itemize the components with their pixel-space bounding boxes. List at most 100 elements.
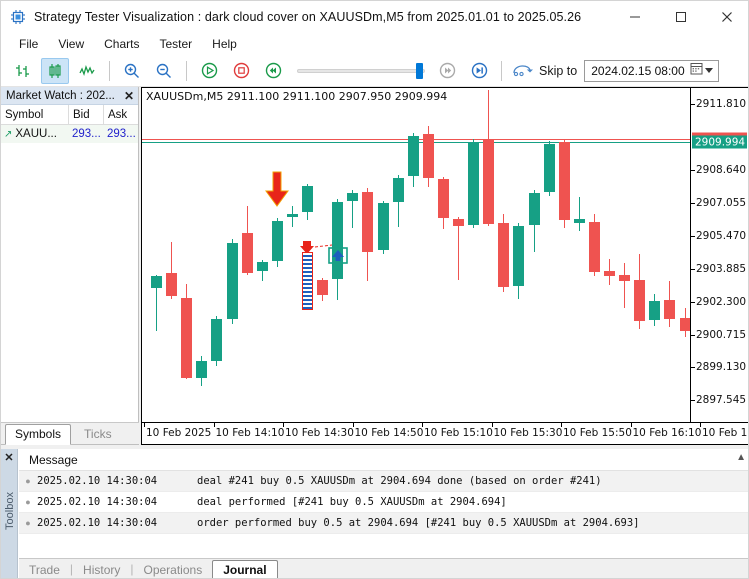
price-axis-label: 2903.885 <box>696 262 747 275</box>
time-axis-label: 10 Feb 16:10 <box>632 427 702 439</box>
time-axis-label: 10 Feb 2025 <box>146 427 212 439</box>
slider-thumb[interactable] <box>416 62 423 79</box>
list-item[interactable]: ● 2025.02.10 14:30:04 deal #241 buy 0.5 XA… <box>19 471 748 492</box>
market-watch-tabs: Symbols Ticks <box>1 422 139 445</box>
tab-separator-1: | <box>69 562 74 576</box>
maximize-button[interactable] <box>658 1 704 33</box>
tab-operations[interactable]: Operations <box>143 563 203 577</box>
play-icon[interactable] <box>195 58 223 84</box>
zoom-in-icon[interactable] <box>118 58 146 84</box>
tab-symbols[interactable]: Symbols <box>5 424 72 445</box>
step-forward-icon[interactable] <box>465 58 493 84</box>
market-watch-close-icon[interactable]: ✕ <box>123 88 135 103</box>
candle-body <box>271 220 283 262</box>
log-message: deal #241 buy 0.5 XAUUSDm at 2904.694 do… <box>197 475 602 487</box>
candle-body <box>392 178 404 203</box>
toolbox-close-icon[interactable]: ✕ <box>4 452 14 464</box>
price-tick <box>691 235 695 237</box>
candle-body <box>483 139 495 224</box>
table-row[interactable]: ↗ XAUU... 293... 293... <box>1 125 138 143</box>
candle-wick <box>458 216 459 280</box>
time-axis[interactable]: 10 Feb 2025 10 Feb 14:10 10 Feb 14:30 10 Fe… <box>142 422 748 444</box>
menu-item-view[interactable]: View <box>58 37 85 51</box>
list-item[interactable]: ● 2025.02.10 14:30:04 deal performed [#241… <box>19 492 748 513</box>
column-header-bid[interactable]: Bid <box>69 105 104 124</box>
candlestick-chart-icon[interactable] <box>41 57 69 84</box>
chart-panel[interactable]: XAUUSDm,M5 2911.100 2911.100 2907.950 29… <box>141 87 748 445</box>
price-axis-label: 2908.640 <box>696 164 747 177</box>
log-message: deal performed [#241 buy 0.5 XAUUSDm at … <box>197 496 507 508</box>
journal-log[interactable]: ● 2025.02.10 14:30:04 deal #241 buy 0.5 XA… <box>19 471 748 558</box>
stop-icon[interactable] <box>227 58 255 84</box>
window-controls <box>612 1 748 33</box>
time-tick <box>700 423 701 427</box>
menu-item-charts[interactable]: Charts <box>104 37 140 51</box>
minimize-button[interactable] <box>612 1 658 33</box>
tab-journal[interactable]: Journal <box>212 560 278 578</box>
market-watch-title: Market Watch : 202... <box>6 89 115 102</box>
buy-close-marker[interactable] <box>328 247 348 270</box>
calendar-icon[interactable] <box>690 62 703 80</box>
window-title: Strategy Tester Visualization : dark clo… <box>34 10 582 24</box>
skip-to-date-value: 2024.02.15 08:00 <box>591 63 685 78</box>
column-header-ask[interactable]: Ask <box>108 108 128 121</box>
price-tick <box>691 334 695 336</box>
price-axis-label: 2911.810 <box>696 98 747 111</box>
tab-trade[interactable]: Trade <box>29 563 60 577</box>
time-tick <box>352 423 354 427</box>
menu-item-help[interactable]: Help <box>212 37 237 51</box>
fast-forward-icon[interactable] <box>433 58 461 84</box>
bar-chart-icon[interactable] <box>9 58 37 84</box>
candle-body <box>588 221 600 272</box>
price-tick <box>691 104 695 106</box>
tab-ticks[interactable]: Ticks <box>84 427 112 441</box>
menu-item-file[interactable]: File <box>19 37 39 51</box>
column-header-symbol[interactable]: Symbol <box>1 105 69 124</box>
log-timestamp: 2025.02.10 14:30:04 <box>37 517 158 529</box>
chip-icon <box>9 8 27 26</box>
zoom-out-icon[interactable] <box>150 58 178 84</box>
log-timestamp: 2025.02.10 14:30:04 <box>37 496 158 508</box>
trend-up-icon: ↗ <box>4 128 13 140</box>
rewind-icon[interactable] <box>259 58 287 84</box>
candle-body <box>362 191 374 252</box>
price-axis-label: 2902.300 <box>696 295 747 308</box>
list-item[interactable]: ● 2025.02.10 14:30:04 order performed buy … <box>19 513 748 534</box>
close-button[interactable] <box>704 1 748 33</box>
candle-body <box>453 218 464 226</box>
chevron-down-icon[interactable] <box>704 68 713 73</box>
speed-slider[interactable] <box>297 62 425 80</box>
time-axis-label: 10 Feb 14:10 <box>215 427 285 439</box>
candle-body <box>558 141 570 220</box>
time-axis-label: 10 Feb 14:30 <box>285 427 354 439</box>
time-tick <box>630 423 632 427</box>
column-header-message[interactable]: Message <box>29 452 78 467</box>
line-chart-icon[interactable] <box>73 58 101 84</box>
sell-signal-arrow <box>264 171 290 214</box>
market-watch-title-bar: Market Watch : 202... ✕ <box>1 87 138 105</box>
time-axis-label: 10 Feb 14:50 <box>354 427 424 439</box>
price-axis[interactable]: 2911.810 2909.994 2908.640 2907.055 2905.470… <box>690 88 748 422</box>
candle-body <box>256 262 268 271</box>
toolbox-header: Message ▲ <box>19 449 748 471</box>
log-bullet-icon: ● <box>25 518 31 528</box>
price-axis-label: 2907.055 <box>696 197 747 210</box>
toolbox-panel: ✕ Toolbox Message ▲ ● 2025.02.10 14:30:04… <box>1 449 748 578</box>
log-bullet-icon: ● <box>25 497 31 507</box>
market-watch-panel: Market Watch : 202... ✕ Symbol Bid Ask ↗… <box>1 87 139 445</box>
tab-history[interactable]: History <box>83 563 121 577</box>
toolbar-separator-3 <box>501 60 502 81</box>
chart-plot-area[interactable] <box>142 88 690 422</box>
skip-to-date-input[interactable]: 2024.02.15 08:00 <box>584 59 719 82</box>
chevron-up-icon[interactable]: ▲ <box>736 452 746 463</box>
toolbar: Skip to 2024.02.15 08:00 <box>1 55 748 87</box>
sell-entry-marker[interactable] <box>299 240 333 261</box>
candle-wick <box>352 189 354 229</box>
menu-item-tester[interactable]: Tester <box>159 37 193 51</box>
candle-body <box>196 360 208 379</box>
price-tick <box>691 170 695 172</box>
cell-bid: 293... <box>72 128 101 140</box>
time-tick <box>561 423 562 427</box>
log-bullet-icon: ● <box>25 476 31 486</box>
